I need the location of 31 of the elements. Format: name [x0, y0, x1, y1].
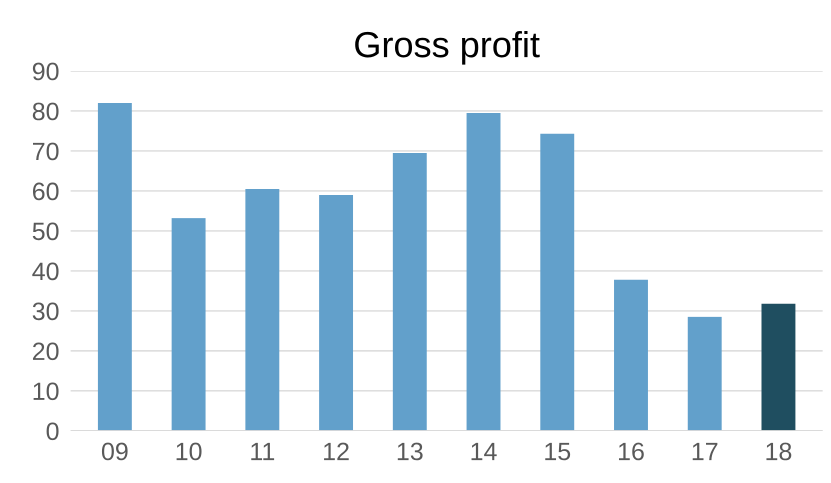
bar	[98, 102, 132, 431]
x-tick-label: 13	[398, 442, 423, 460]
bar	[245, 188, 280, 431]
x-tick-label: 09	[102, 442, 128, 460]
y-tick-label: 30	[32, 302, 59, 320]
bar	[172, 218, 206, 431]
y-tick-label: 90	[32, 62, 59, 80]
y-tick-label: 0	[46, 422, 59, 440]
x-tick-label: 14	[472, 442, 497, 460]
x-tick-label: 10	[176, 442, 202, 460]
y-tick-label: 20	[32, 342, 59, 360]
y-tick-label: 10	[34, 382, 59, 400]
chart-title: Gross profit	[355, 30, 540, 65]
x-tick-label: 11	[251, 442, 274, 460]
y-tick-label: 80	[32, 102, 59, 120]
bar	[319, 194, 354, 431]
y-tick-label: 50	[32, 222, 59, 240]
bar	[761, 304, 796, 431]
y-tick-label: 70	[33, 142, 59, 160]
y-tick-label: 40	[32, 262, 59, 280]
x-tick-label: 18	[766, 442, 792, 460]
x-tick-label: 16	[618, 442, 644, 460]
bar	[688, 316, 722, 431]
bar	[392, 152, 427, 431]
x-tick-label: 15	[545, 442, 570, 460]
bar	[540, 134, 574, 431]
bar	[614, 280, 648, 431]
bar	[466, 112, 500, 431]
x-tick-label: 17	[692, 442, 718, 460]
y-tick-label: 60	[32, 182, 59, 200]
x-tick-label: 12	[324, 442, 349, 460]
